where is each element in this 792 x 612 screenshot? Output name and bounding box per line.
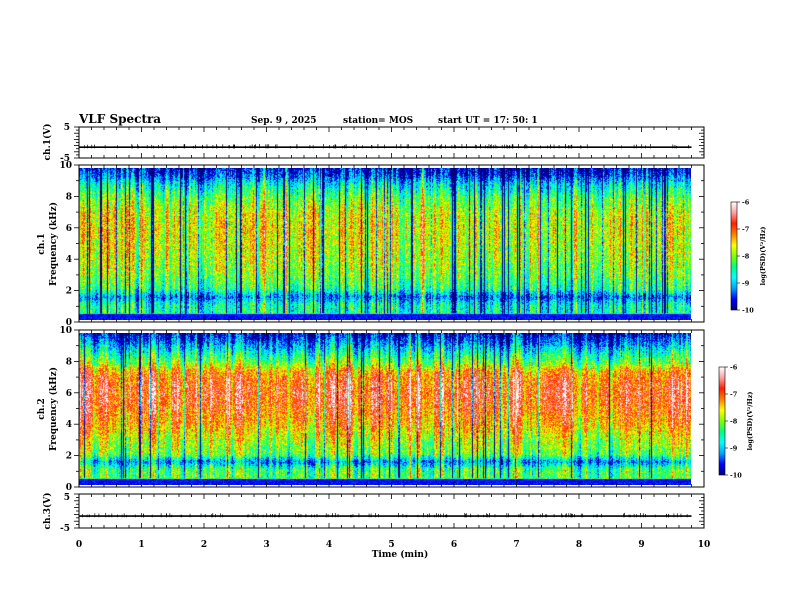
colorbar-tick-label: -10 [742,307,754,315]
freq-tick-label: 10 [59,161,72,171]
freq-tick-label: 0 [66,318,72,328]
ch1-ytick-top: 5 [64,123,70,133]
colorbar-tick-label: -9 [742,280,750,288]
ch3-waveform-ylabel: ch.3(V) [42,493,53,530]
x-tick-label: 5 [388,540,394,550]
ch2-spectrogram-ylabel-channel: ch.2 [37,398,47,419]
freq-tick-label: 2 [66,287,72,297]
ch1-colorbar-ticks: -6 -7 -8 -9 -10 [737,199,754,315]
x-tick-label: 8 [576,540,582,550]
station-label: station= MOS [343,116,413,126]
x-tick-label: 0 [76,540,82,550]
x-tick-label: 9 [638,540,644,550]
ch1-waveform-ticks [74,126,705,159]
ch1-spectrogram-panel: 0 2 4 6 8 10 ch.1 Frequency (kHz) -6 -7 -8 -9 -10… [37,161,767,328]
ch1-waveform-frame [78,126,705,159]
ch3-waveform-frame [78,493,705,529]
ch1-waveform-ylabel: ch.1(V) [42,124,53,161]
x-tick-label: 2 [201,540,207,550]
x-tick-label: 10 [698,540,711,550]
colorbar-tick-label: -8 [742,253,750,261]
colorbar-tick-label: -7 [742,226,749,234]
ch2-spectrogram-panel: 0 2 4 6 8 10 ch.2 Frequency (kHz) -6 -7 -8 -9 -10… [37,326,754,493]
date-label: Sep. 9 , 2025 [251,116,317,126]
freq-tick-label: 8 [66,357,72,367]
ch1-spectrogram-ylabel-channel: ch.1 [37,233,47,254]
freq-tick-label: 4 [66,420,72,430]
x-tick-label: 4 [326,540,332,550]
ch3-waveform-ticks [74,493,705,529]
ch2-spectrogram-ticks [74,329,705,488]
ch1-spectrogram-ylabel: Frequency (kHz) [48,202,59,286]
ch3-ytick-bottom: -5 [60,524,70,534]
x-axis-label: Time (min) [372,549,429,560]
x-tick-label: 7 [513,540,519,550]
colorbar-tick-label: -8 [730,418,738,426]
freq-tick-label: 6 [66,224,72,234]
x-tick-label: 1 [138,540,144,550]
freq-tick-label: 6 [66,389,72,399]
freq-tick-label: 8 [66,192,72,202]
ch2-spectrogram-ylabel: Frequency (kHz) [48,367,59,451]
ch3-waveform-spikes [82,512,688,518]
ch1-colorbar [730,201,738,311]
ch3-waveform-panel: 5 -5 ch.3(V) [42,493,705,534]
ch2-spectrogram-image [79,333,691,485]
x-axis-tick-labels: 0 1 2 3 4 5 6 7 8 9 10 [76,540,710,550]
ch2-colorbar-label: log(PSD)(V²/Hz) [746,392,754,451]
colorbar-tick-label: -7 [730,391,737,399]
figure-title: VLF Spectra [78,112,161,126]
ch1-ytick-bottom: -5 [60,154,70,164]
x-tick-label: 3 [263,540,269,550]
ch2-colorbar-ticks: -6 -7 -8 -9 -10 [725,364,742,480]
ch2-colorbar [718,366,726,476]
ch2-spectrogram-yticklabels: 0 2 4 6 8 10 [59,326,72,493]
ch1-colorbar-label: log(PSD)(V²/Hz) [759,227,767,286]
colorbar-tick-label: -9 [730,445,738,453]
ch3-ytick-top: 5 [64,493,70,503]
colorbar-tick-label: -6 [742,199,750,207]
freq-tick-label: 0 [66,483,72,493]
colorbar-tick-label: -10 [730,472,742,480]
ch1-spectrogram-yticklabels: 0 2 4 6 8 10 [59,161,72,328]
start-ut-label: start UT = 17: 50: 1 [438,116,538,126]
ch1-spectrogram-image [79,168,691,320]
freq-tick-label: 4 [66,255,72,265]
freq-tick-label: 2 [66,452,72,462]
colorbar-tick-label: -6 [730,364,738,372]
ch1-waveform-spikes [84,143,690,149]
x-tick-label: 6 [451,540,457,550]
ch1-waveform-panel: 5 -5 ch.1(V) [42,123,705,164]
freq-tick-label: 10 [59,326,72,336]
ch1-spectrogram-ticks [74,164,705,323]
